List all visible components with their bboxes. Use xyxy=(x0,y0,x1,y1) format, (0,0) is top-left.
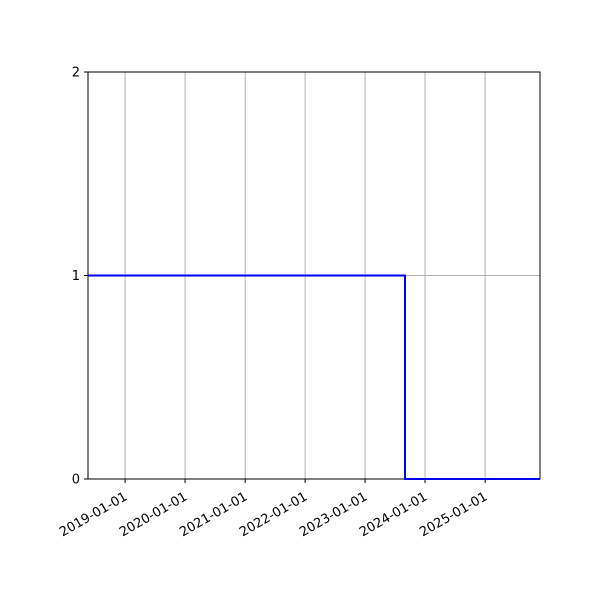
series-line xyxy=(88,274,540,480)
y-tick-label: 1 xyxy=(72,269,80,284)
y-tick-label: 2 xyxy=(72,66,80,81)
y-tick-label: 0 xyxy=(72,473,80,488)
